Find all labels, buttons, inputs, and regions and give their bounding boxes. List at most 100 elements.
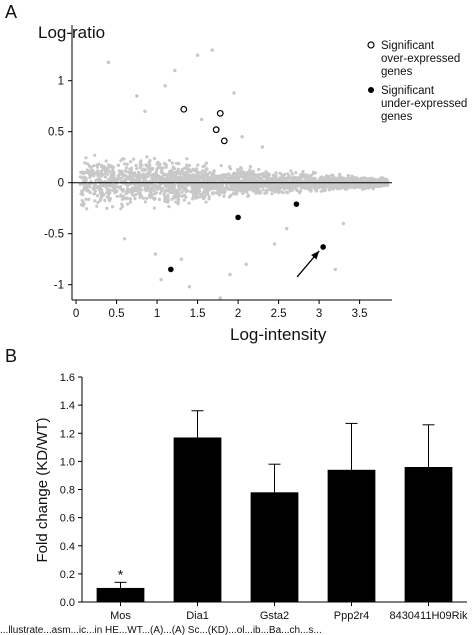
cloud-point — [200, 194, 204, 198]
over-expressed-point — [220, 137, 228, 145]
cloud-point — [203, 189, 207, 193]
cloud-point — [331, 173, 335, 178]
cloud-point — [334, 179, 338, 183]
cloud-point — [174, 179, 178, 183]
cloud-point — [218, 186, 222, 190]
under-expressed-point — [168, 266, 174, 273]
outlier-point — [179, 257, 184, 261]
cloud-point — [280, 190, 284, 194]
cloud-point — [160, 176, 164, 180]
cloud-point — [367, 186, 371, 190]
cloud-point — [201, 197, 206, 201]
cloud-point — [133, 197, 137, 201]
cloud-point — [97, 185, 101, 189]
cloud-point — [353, 176, 357, 180]
cloud-point — [149, 187, 153, 191]
cloud-point — [338, 172, 342, 176]
legend-under-line1: Significant — [381, 85, 435, 97]
cloud-point — [87, 197, 91, 201]
cloud-point — [202, 177, 206, 181]
cloud-point — [166, 184, 170, 188]
cloud-point — [166, 195, 170, 199]
cloud-point — [174, 200, 178, 204]
cloud-point — [111, 173, 115, 177]
cloud-point — [119, 193, 123, 197]
cloud-point — [124, 192, 128, 196]
cloud-point — [176, 202, 180, 206]
cloud-point — [88, 185, 92, 189]
over-expressed-point — [216, 109, 224, 117]
cloud-point — [115, 189, 119, 193]
cloud-point — [91, 187, 95, 191]
cloud-point — [107, 192, 111, 196]
significance-asterisk: * — [118, 566, 124, 582]
cloud-point — [128, 167, 132, 171]
bar-y-tick-label: 1.6 — [60, 372, 75, 384]
cloud-point — [286, 177, 290, 181]
cloud-point — [263, 174, 267, 178]
cloud-point — [144, 182, 148, 186]
cloud-point — [311, 170, 316, 174]
legend-under-line2: under-expressed — [381, 98, 467, 110]
cloud-point — [251, 189, 256, 193]
cloud-point — [244, 179, 248, 183]
cloud-point — [130, 178, 134, 182]
cloud-point — [327, 188, 332, 192]
cloud-point — [247, 172, 251, 176]
cloud-point — [119, 169, 123, 174]
cloud-point — [122, 157, 126, 161]
cloud-point — [204, 200, 208, 204]
cloud-point — [86, 162, 90, 166]
scatter-y-tick-label: 0.5 — [48, 127, 64, 139]
cloud-point — [176, 184, 180, 188]
cloud-point — [309, 189, 313, 193]
legend-over-line1: Significant — [381, 40, 435, 52]
cloud-point — [334, 184, 338, 188]
cloud-point — [132, 157, 136, 161]
cloud-point — [185, 163, 189, 167]
cloud-point — [277, 185, 281, 189]
cloud-point — [131, 174, 135, 178]
cloud-point — [170, 168, 174, 172]
cloud-point — [272, 187, 276, 191]
caption-fragment: ...llustrate...asm...ic...in HE...WT...(… — [0, 625, 322, 635]
outlier-point — [341, 221, 346, 226]
cloud-point — [286, 172, 290, 176]
scatter-x-tick-label: 1 — [154, 308, 160, 320]
cloud-point — [141, 196, 146, 200]
cloud-point — [253, 184, 258, 188]
cloud-point — [158, 191, 162, 195]
cloud-point — [231, 177, 235, 181]
cloud-point — [384, 182, 388, 186]
cloud-point — [125, 162, 129, 166]
cloud-point — [120, 204, 125, 209]
cloud-point — [152, 189, 156, 193]
cloud-point — [101, 183, 105, 188]
cloud-point — [151, 196, 156, 200]
cloud-point — [93, 183, 97, 187]
cloud-point — [191, 185, 195, 189]
cloud-point — [91, 168, 95, 173]
cloud-point — [211, 171, 215, 175]
cloud-point — [167, 186, 171, 190]
bar-ppp2r4 — [327, 469, 376, 602]
cloud-point — [374, 178, 378, 182]
cloud-point — [341, 184, 345, 188]
cloud-point — [94, 178, 98, 182]
cloud-point — [364, 176, 368, 180]
cloud-point — [134, 163, 138, 168]
cloud-point — [310, 181, 314, 185]
cloud-point — [231, 192, 235, 196]
outlier-point — [135, 94, 139, 98]
cloud-point — [274, 182, 278, 186]
cloud-point — [299, 189, 303, 193]
cloud-point — [291, 188, 295, 192]
cloud-point — [180, 190, 184, 194]
cloud-point — [155, 162, 159, 166]
cloud-point — [97, 162, 101, 166]
cloud-point — [194, 177, 198, 181]
outlier-point — [159, 277, 163, 282]
cloud-point — [191, 175, 195, 179]
cloud-point — [189, 169, 193, 173]
cloud-point — [167, 173, 171, 177]
